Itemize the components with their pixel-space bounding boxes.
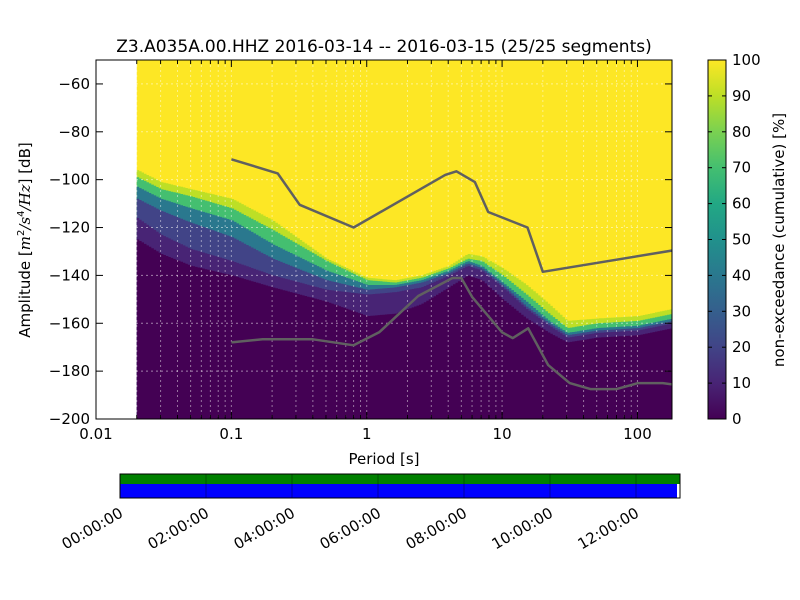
colorbar-tick-label: 30	[732, 302, 751, 320]
x-axis: 0.01 0.1 1 10 100	[79, 60, 652, 443]
psd-segments-bar	[120, 474, 680, 484]
colorbar-tick-label: 70	[732, 159, 751, 177]
grid-lines	[96, 60, 672, 419]
psd-heatmap	[136, 60, 672, 419]
plot-area: 0.01 0.1 1 10 100 −60 −80 −100 −120 −140 −160 −180…	[49, 59, 673, 443]
percentile-band-0	[136, 239, 672, 419]
colorbar-tick-label: 20	[732, 338, 751, 356]
x-tick-label: 1	[362, 425, 372, 443]
timeline-tick-label: 10:00:00	[489, 504, 556, 553]
noise-model-lines	[231, 158, 672, 391]
y-axis-label: Amplitude [m2/s4/Hz] [dB]	[16, 142, 34, 337]
y-tick-label: −180	[49, 362, 90, 380]
timeline-tick-label: 08:00:00	[403, 504, 470, 553]
x-tick-label: 100	[623, 425, 652, 443]
x-tick-label: 0.1	[219, 425, 243, 443]
timeline-coverage: 00:00:00 02:00:00 04:00:00 06:00:00 08:00:00…	[59, 473, 681, 553]
plot-frame	[95, 59, 673, 420]
timeline-tick-label: 00:00:00	[59, 504, 126, 553]
y-tick-label: −140	[49, 266, 90, 284]
colorbar-tick-label: 90	[732, 87, 751, 105]
chart-title: Z3.A035A.00.HHZ 2016-03-14 -- 2016-03-15…	[116, 37, 651, 57]
colorbar-tick-label: 50	[732, 231, 751, 249]
colorbar-tick-label: 0	[732, 410, 742, 428]
colorbar-tick-label: 40	[732, 266, 751, 284]
timeline-frame	[119, 473, 681, 499]
timeline-tick-label: 12:00:00	[575, 504, 642, 553]
y-tick-label: −80	[58, 123, 90, 141]
colorbar-tick-label: 80	[732, 123, 751, 141]
timeline-tick-label: 02:00:00	[145, 504, 212, 553]
data-coverage-bar	[120, 484, 677, 498]
high-noise-model	[231, 158, 672, 274]
colorbar-ticks: 0 10 20 30 40 50 60 70 80 90 100	[708, 51, 761, 428]
y-axis-label-text: Amplitude [m2/s4/Hz] [dB]	[16, 142, 34, 337]
colorbar-tick-label: 10	[732, 374, 751, 392]
x-axis-label: Period [s]	[348, 450, 419, 468]
colorbar-tick-label: 60	[732, 195, 751, 213]
x-tick-label: 0.01	[79, 425, 112, 443]
y-tick-label: −100	[49, 171, 90, 189]
colorbar: 0 10 20 30 40 50 60 70 80 90 100 non-exceedance (c…	[707, 51, 788, 428]
colorbar-label: non-exceedance (cumulative) [%]	[770, 113, 788, 367]
colorbar-tick-label: 100	[732, 51, 761, 69]
y-tick-label: −160	[49, 314, 90, 332]
x-tick-label: 10	[493, 425, 512, 443]
timeline-tick-label: 06:00:00	[317, 504, 384, 553]
y-axis: −60 −80 −100 −120 −140 −160 −180 −200	[49, 75, 672, 428]
y-tick-label: −120	[49, 219, 90, 237]
timeline-tick-label: 04:00:00	[231, 504, 298, 553]
y-tick-label: −60	[58, 75, 90, 93]
y-tick-label: −200	[49, 410, 90, 428]
low-noise-model	[231, 276, 672, 391]
